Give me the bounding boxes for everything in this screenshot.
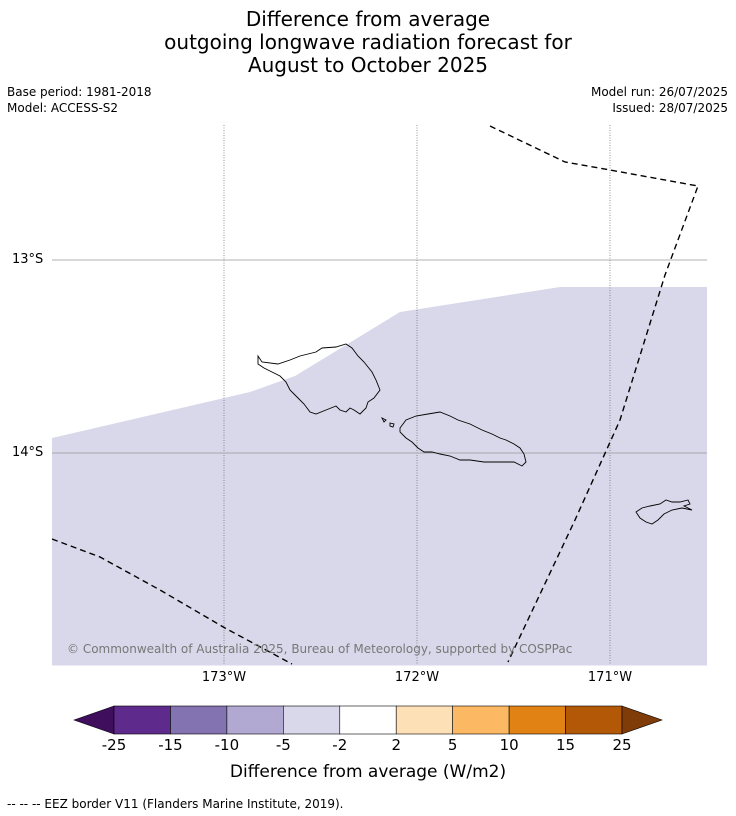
meta-left: Base period: 1981-2018 Model: ACCESS-S2 [7,84,152,116]
colorbar-tick-label: 2 [391,736,401,754]
title-line-1: Difference from average [245,7,491,31]
colorbar-segment [508,705,566,735]
issued-date: Issued: 28/07/2025 [612,101,728,115]
map-title: Difference from average outgoing longwav… [0,8,736,77]
colorbar-tick-label: -5 [275,736,291,754]
colorbar-segment [452,705,510,735]
colorbar-tick-label: -25 [101,736,127,754]
colorbar-tick-label: -15 [158,736,183,754]
colorbar-segment [339,705,397,735]
colorbar-tick-label: 15 [556,736,576,754]
colorbar-label: Difference from average (W/m2) [229,762,507,782]
colorbar-segment [113,705,171,735]
model-run: Model run: 26/07/2025 [590,85,728,99]
map-panel [51,125,707,666]
lon-label-173w: 173°W [201,670,247,685]
lon-label-172w: 172°W [394,670,440,685]
colorbar-extend-low [73,705,115,735]
colorbar-tick-label: 5 [447,736,458,754]
eez-border-south [51,538,293,665]
lat-label-13s: 13°S [12,252,44,267]
title-line-3: August to October 2025 [247,53,489,77]
colorbar-segment [565,705,623,735]
base-period: Base period: 1981-2018 [7,85,152,99]
manono-islet [389,422,395,428]
tutuila-island [635,499,693,525]
eez-border-north [489,125,699,663]
copyright-credit: © Commonwealth of Australia 2025, Bureau… [67,642,573,656]
colorbar-tick-label: -10 [214,736,240,754]
upolu-island [399,411,527,467]
colorbar-tick-label: 10 [499,736,519,754]
savaii-island [257,343,381,415]
colorbar-extend-high [621,705,663,735]
colorbar-segment [395,705,453,735]
lat-label-14s: 14°S [12,445,44,460]
anomaly-shading [52,287,707,665]
meta-right: Model run: 26/07/2025 Issued: 28/07/2025 [591,84,728,116]
colorbar-segment [170,705,228,735]
eez-footnote: -- -- -- EEZ border V11 (Flanders Marine… [7,797,344,811]
apolima-islet [380,416,387,423]
colorbar-segment [283,705,341,735]
colorbar-tick-label: 25 [612,736,632,754]
title-line-2: outgoing longwave radiation forecast for [164,30,572,54]
colorbar-segment [226,705,284,735]
colorbar-tick-label: -2 [332,736,348,754]
lon-label-171w: 171°W [587,670,633,685]
model-name: Model: ACCESS-S2 [7,101,119,115]
